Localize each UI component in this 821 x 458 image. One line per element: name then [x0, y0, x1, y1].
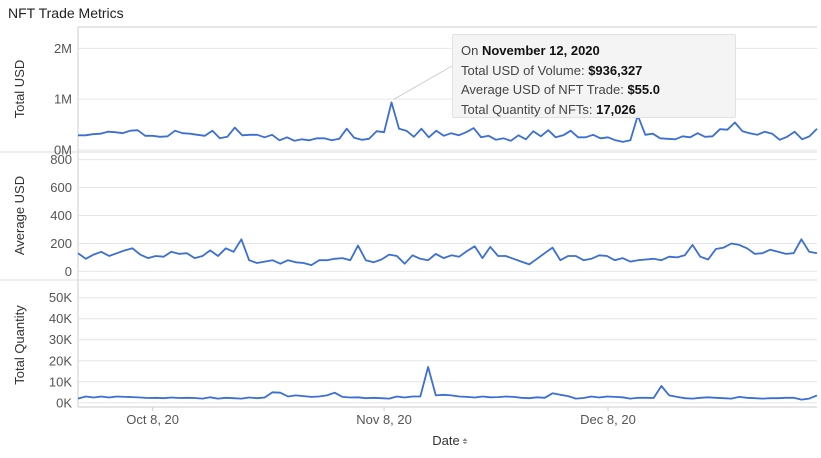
tooltip-qty-value: 17,026: [596, 101, 636, 117]
panel-title: NFT Trade Metrics: [8, 5, 124, 21]
y-tick-label: 600: [50, 180, 72, 195]
y-axis-label: Average USD: [12, 176, 27, 255]
y-tick-label: 800: [50, 152, 72, 167]
y-tick-label: 0: [65, 264, 72, 279]
y-tick-label: 400: [50, 208, 72, 223]
y-tick-label: 20K: [49, 353, 72, 368]
tooltip-date-row: On November 12, 2020: [461, 41, 727, 61]
grid-layer: [0, 26, 817, 411]
x-tick-label: Nov 8, 20: [356, 412, 412, 427]
y-tick-label: 0K: [56, 395, 72, 410]
y-tick-label: 0M: [54, 143, 72, 158]
tooltip-volume-row: Total USD of Volume: $936,327: [461, 61, 727, 81]
label-layer: 0M 1M 2M Total USD 0 200 400 600 800 Average USD 0…: [12, 41, 636, 448]
y-tick-label: 200: [50, 236, 72, 251]
x-tick-label: Oct 8, 20: [126, 412, 179, 427]
line-layer: [77, 101, 818, 401]
y-tick-label: 30K: [49, 332, 72, 347]
series-line-2: [77, 366, 818, 401]
x-tick-label: Dec 8, 20: [580, 412, 636, 427]
tooltip-qty-row: Total Quantity of NFTs: 17,026: [461, 100, 727, 120]
tooltip-avg-label: Average USD of NFT Trade:: [461, 82, 624, 97]
x-axis-label: Date: [432, 433, 459, 448]
y-tick-label: 2M: [54, 41, 72, 56]
tooltip-date: November 12, 2020: [481, 43, 600, 58]
hover-tooltip: On November 12, 2020 Total USD of Volume…: [452, 34, 736, 118]
sort-icon: [462, 438, 468, 444]
tooltip-qty-label: Total Quantity of NFTs:: [461, 101, 593, 117]
y-axis-label: Total Quantity: [12, 305, 27, 385]
series-line-0: [78, 101, 818, 143]
y-tick-label: 40K: [49, 311, 72, 326]
tooltip-avg-value: $55.0: [627, 82, 660, 97]
y-tick-label: 1M: [54, 92, 72, 107]
tooltip-on-label: On: [461, 43, 479, 58]
series-line-1: [77, 238, 818, 267]
y-tick-label: 50K: [49, 290, 72, 305]
tooltip-volume-label: Total USD of Volume:: [461, 62, 585, 78]
y-tick-label: 10K: [49, 374, 72, 389]
tooltip-pointer: [393, 65, 453, 100]
tooltip-avg-row: Average USD of NFT Trade: $55.0: [461, 80, 727, 100]
y-axis-label: Total USD: [12, 60, 27, 119]
tooltip-volume-value: $936,327: [588, 62, 643, 78]
